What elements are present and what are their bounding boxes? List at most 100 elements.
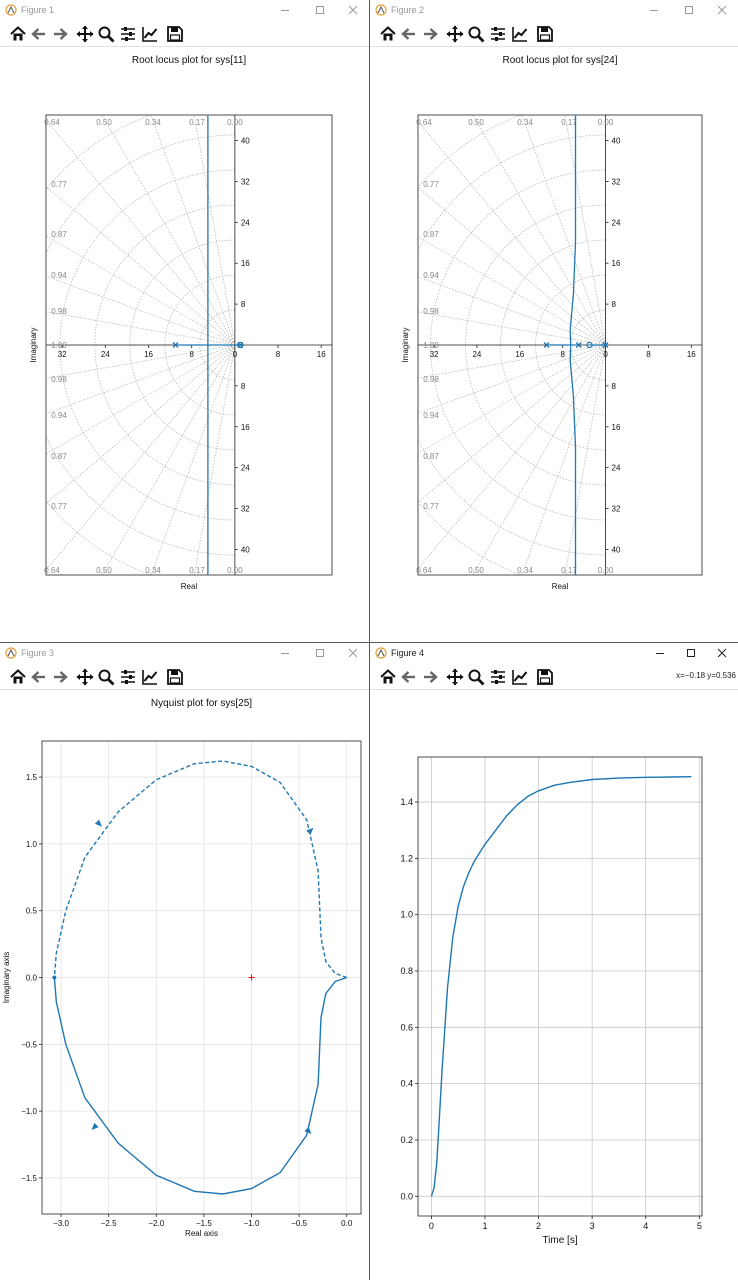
locus-branch [569, 344, 577, 575]
damping-ray [150, 115, 236, 346]
maximize-button[interactable] [306, 643, 334, 664]
zoom-icon[interactable] [97, 668, 115, 686]
pan-icon[interactable] [76, 668, 94, 686]
x-tick-label: 8 [189, 350, 194, 359]
edit-axis-icon[interactable] [511, 668, 529, 686]
save-icon[interactable] [166, 25, 184, 43]
y-tick-label: 0.0 [26, 974, 38, 983]
save-icon[interactable] [166, 668, 184, 686]
x-tick-label: −1.0 [244, 1219, 260, 1228]
damping-label: 0.98 [51, 307, 67, 316]
x-tick-label: 16 [687, 350, 696, 359]
y-tick-label: 0.0 [400, 1191, 413, 1201]
y-tick-label: 0.6 [400, 1022, 413, 1032]
edit-axis-icon[interactable] [141, 668, 159, 686]
zoom-icon[interactable] [467, 668, 485, 686]
direction-arrow [306, 827, 314, 835]
pole-marker [543, 342, 550, 348]
titlebar: Figure 1 [0, 0, 369, 21]
forward-arrow-icon[interactable] [421, 668, 439, 686]
forward-arrow-icon[interactable] [51, 25, 69, 43]
pan-icon[interactable] [446, 25, 464, 43]
y-tick-label: 0.4 [400, 1079, 413, 1089]
y-tick-label: 32 [612, 177, 621, 186]
damping-ray [472, 115, 606, 346]
pan-icon[interactable] [76, 25, 94, 43]
damping-label: 0.94 [51, 271, 67, 280]
damping-ray [564, 344, 606, 575]
minimize-button[interactable] [271, 643, 299, 664]
minimize-button[interactable] [640, 0, 668, 21]
y-tick-label: 0.2 [400, 1135, 413, 1145]
y-tick-label: 24 [612, 218, 621, 227]
back-arrow-icon[interactable] [400, 668, 418, 686]
damping-ray [46, 235, 236, 346]
home-icon[interactable] [9, 25, 27, 43]
home-icon[interactable] [379, 668, 397, 686]
maximize-button[interactable] [675, 0, 703, 21]
close-button[interactable] [339, 0, 367, 21]
edit-axis-icon[interactable] [511, 25, 529, 43]
titlebar: Figure 3 [0, 643, 369, 664]
x-tick-label: 16 [515, 350, 524, 359]
close-button[interactable] [708, 0, 736, 21]
damping-label: 0.50 [468, 566, 484, 575]
configure-subplots-icon[interactable] [489, 668, 507, 686]
back-arrow-icon[interactable] [30, 25, 48, 43]
back-arrow-icon[interactable] [400, 25, 418, 43]
window-title: Figure 3 [21, 648, 55, 658]
back-arrow-icon[interactable] [30, 668, 48, 686]
damping-ray [101, 344, 236, 575]
y-tick-label: 0.8 [400, 966, 413, 976]
locus-branch [569, 115, 577, 346]
configure-subplots-icon[interactable] [489, 25, 507, 43]
damping-label: 0.64 [416, 118, 432, 127]
pole-marker [602, 342, 609, 348]
damping-ray [418, 276, 606, 346]
x-tick-label: 32 [58, 350, 67, 359]
y-tick-label: 32 [241, 177, 250, 186]
maximize-button[interactable] [306, 0, 334, 21]
root-locus-chart: Root locus plot for sys[24] 32 24 16 8 0 8 16 40… [401, 55, 703, 591]
damping-ray [150, 344, 236, 575]
damping-label: 0.87 [51, 230, 67, 239]
minimize-button[interactable] [271, 0, 299, 21]
x-axis-label: Real [181, 582, 198, 591]
y-tick-label: 1.4 [400, 797, 413, 807]
damping-ray [418, 187, 606, 346]
damping-label: 0.17 [189, 118, 205, 127]
edit-axis-icon[interactable] [141, 25, 159, 43]
pan-icon[interactable] [446, 668, 464, 686]
y-tick-label: 32 [241, 505, 250, 514]
home-icon[interactable] [9, 668, 27, 686]
configure-subplots-icon[interactable] [119, 25, 137, 43]
save-icon[interactable] [536, 25, 554, 43]
close-button[interactable] [339, 643, 367, 664]
close-button[interactable] [708, 643, 736, 664]
x-axis-label: Time [s] [542, 1235, 577, 1246]
y-tick-label: 8 [241, 300, 246, 309]
damping-label: 0.00 [227, 118, 243, 127]
pole-marker [172, 342, 179, 348]
zoom-icon[interactable] [467, 25, 485, 43]
forward-arrow-icon[interactable] [51, 668, 69, 686]
x-tick-label: −1.5 [196, 1219, 212, 1228]
damping-label: 0.50 [96, 566, 112, 575]
x-tick-label: 16 [144, 350, 153, 359]
frequency-arc [164, 274, 235, 416]
minimize-button[interactable] [646, 643, 674, 664]
damping-ray [472, 344, 606, 575]
configure-subplots-icon[interactable] [119, 668, 137, 686]
home-icon[interactable] [379, 25, 397, 43]
x-tick-label: −3.0 [53, 1219, 69, 1228]
zoom-icon[interactable] [97, 25, 115, 43]
y-tick-label: 1.5 [26, 773, 38, 782]
save-icon[interactable] [536, 668, 554, 686]
x-tick-label: 0 [603, 350, 608, 359]
forward-arrow-icon[interactable] [421, 25, 439, 43]
matplotlib-app-icon [375, 4, 387, 16]
damping-ray [46, 344, 236, 455]
maximize-button[interactable] [677, 643, 705, 664]
x-tick-label: 8 [646, 350, 651, 359]
y-tick-label: 8 [612, 382, 617, 391]
